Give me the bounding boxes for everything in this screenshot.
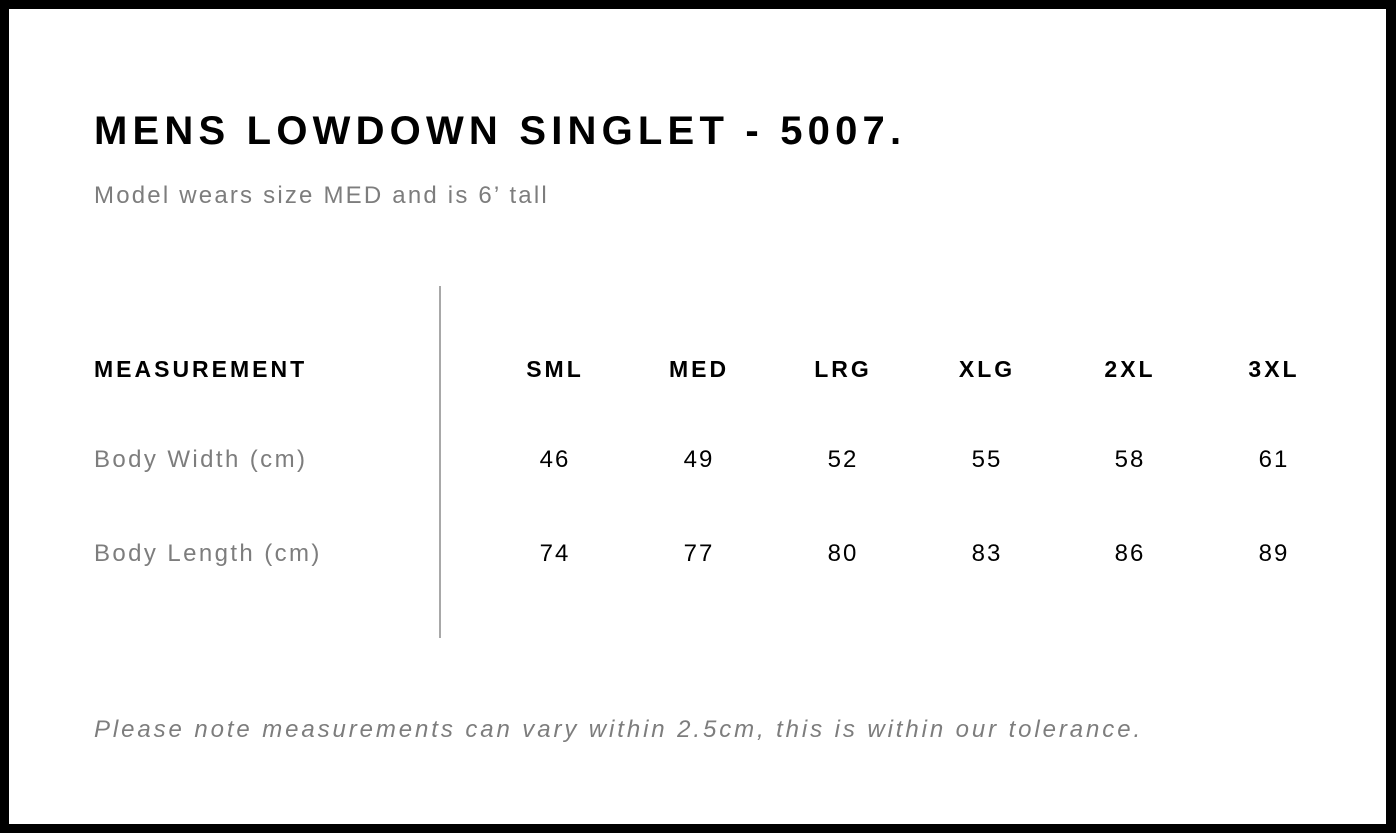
table-cell: 58 [1114, 446, 1146, 473]
table-cell: 80 [827, 540, 859, 567]
table-cell: 49 [683, 446, 715, 473]
model-info: Model wears size MED and is 6’ tall [94, 182, 549, 209]
table-cell: 61 [1258, 446, 1290, 473]
size-header-2xl: 2XL [1104, 356, 1156, 382]
table-cell: 46 [539, 446, 571, 473]
table-cell: 52 [827, 446, 859, 473]
table-cell: 74 [539, 540, 571, 567]
size-header-lrg: LRG [814, 356, 872, 382]
size-chart-card: MENS LOWDOWN SINGLET - 5007. Model wears… [9, 9, 1386, 824]
row-label-body-width: Body Width (cm) [94, 446, 308, 473]
table-cell: 89 [1258, 540, 1290, 567]
size-header-3xl: 3XL [1248, 356, 1300, 382]
tolerance-note: Please note measurements can vary within… [94, 716, 1144, 743]
measurement-header: MEASUREMENT [94, 356, 308, 382]
row-label-body-length: Body Length (cm) [94, 540, 322, 567]
table-cell: 55 [971, 446, 1003, 473]
size-header-sml: SML [526, 356, 584, 382]
table-cell: 83 [971, 540, 1003, 567]
size-header-med: MED [668, 356, 730, 382]
table-cell: 77 [683, 540, 715, 567]
column-divider [439, 286, 441, 638]
table-cell: 86 [1114, 540, 1146, 567]
page-title: MENS LOWDOWN SINGLET - 5007. [94, 109, 907, 153]
size-header-xlg: XLG [958, 356, 1016, 382]
